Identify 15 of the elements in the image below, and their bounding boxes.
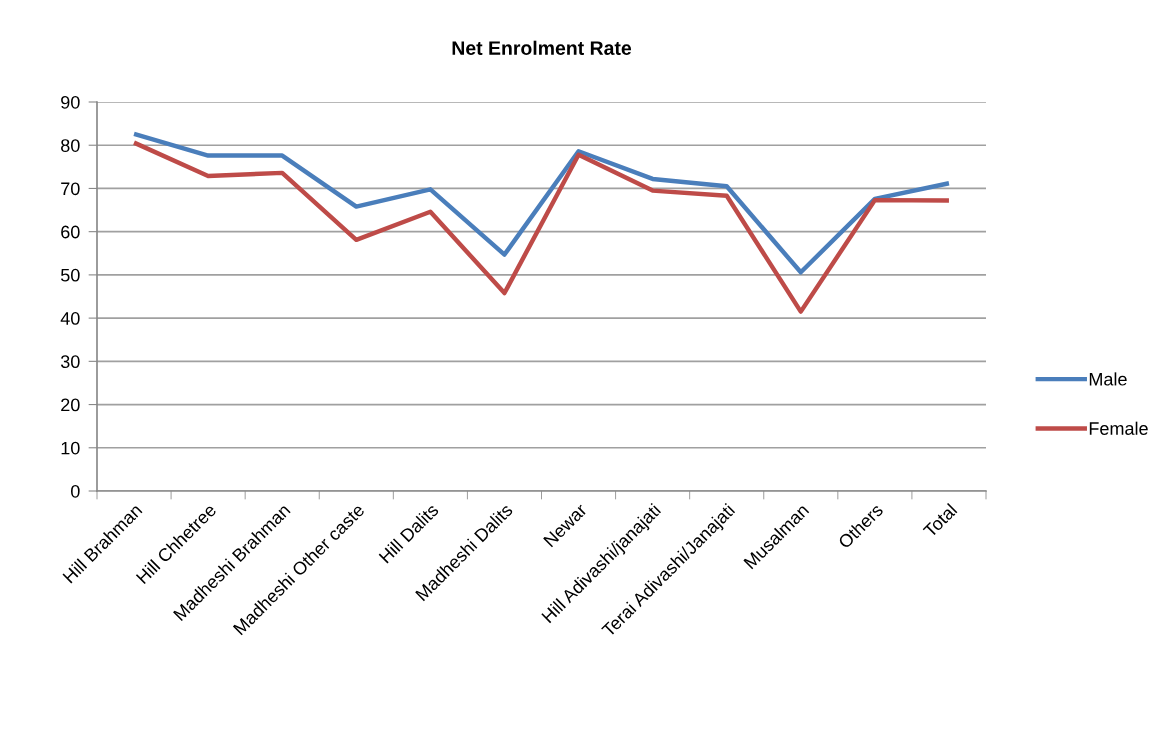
line-series [131,131,952,275]
y-tick-label: 90 [61,95,80,109]
y-tick-label: 50 [60,268,80,282]
legend-label: Female [1089,421,1148,435]
y-tick-label: 20 [61,398,80,412]
y-tick-label: 70 [61,182,80,196]
y-tick-label: 0 [71,484,80,498]
y-tick-label: 80 [61,139,80,152]
y-tick-label: 40 [60,312,80,325]
y-tick-label: 30 [60,355,80,369]
y-tick-label: 60 [61,225,80,239]
line-series [131,140,952,314]
legend-label: Male [1089,372,1127,386]
chart-title: Net Enrolment Rate [452,40,632,55]
y-tick-label: 10 [61,441,80,455]
